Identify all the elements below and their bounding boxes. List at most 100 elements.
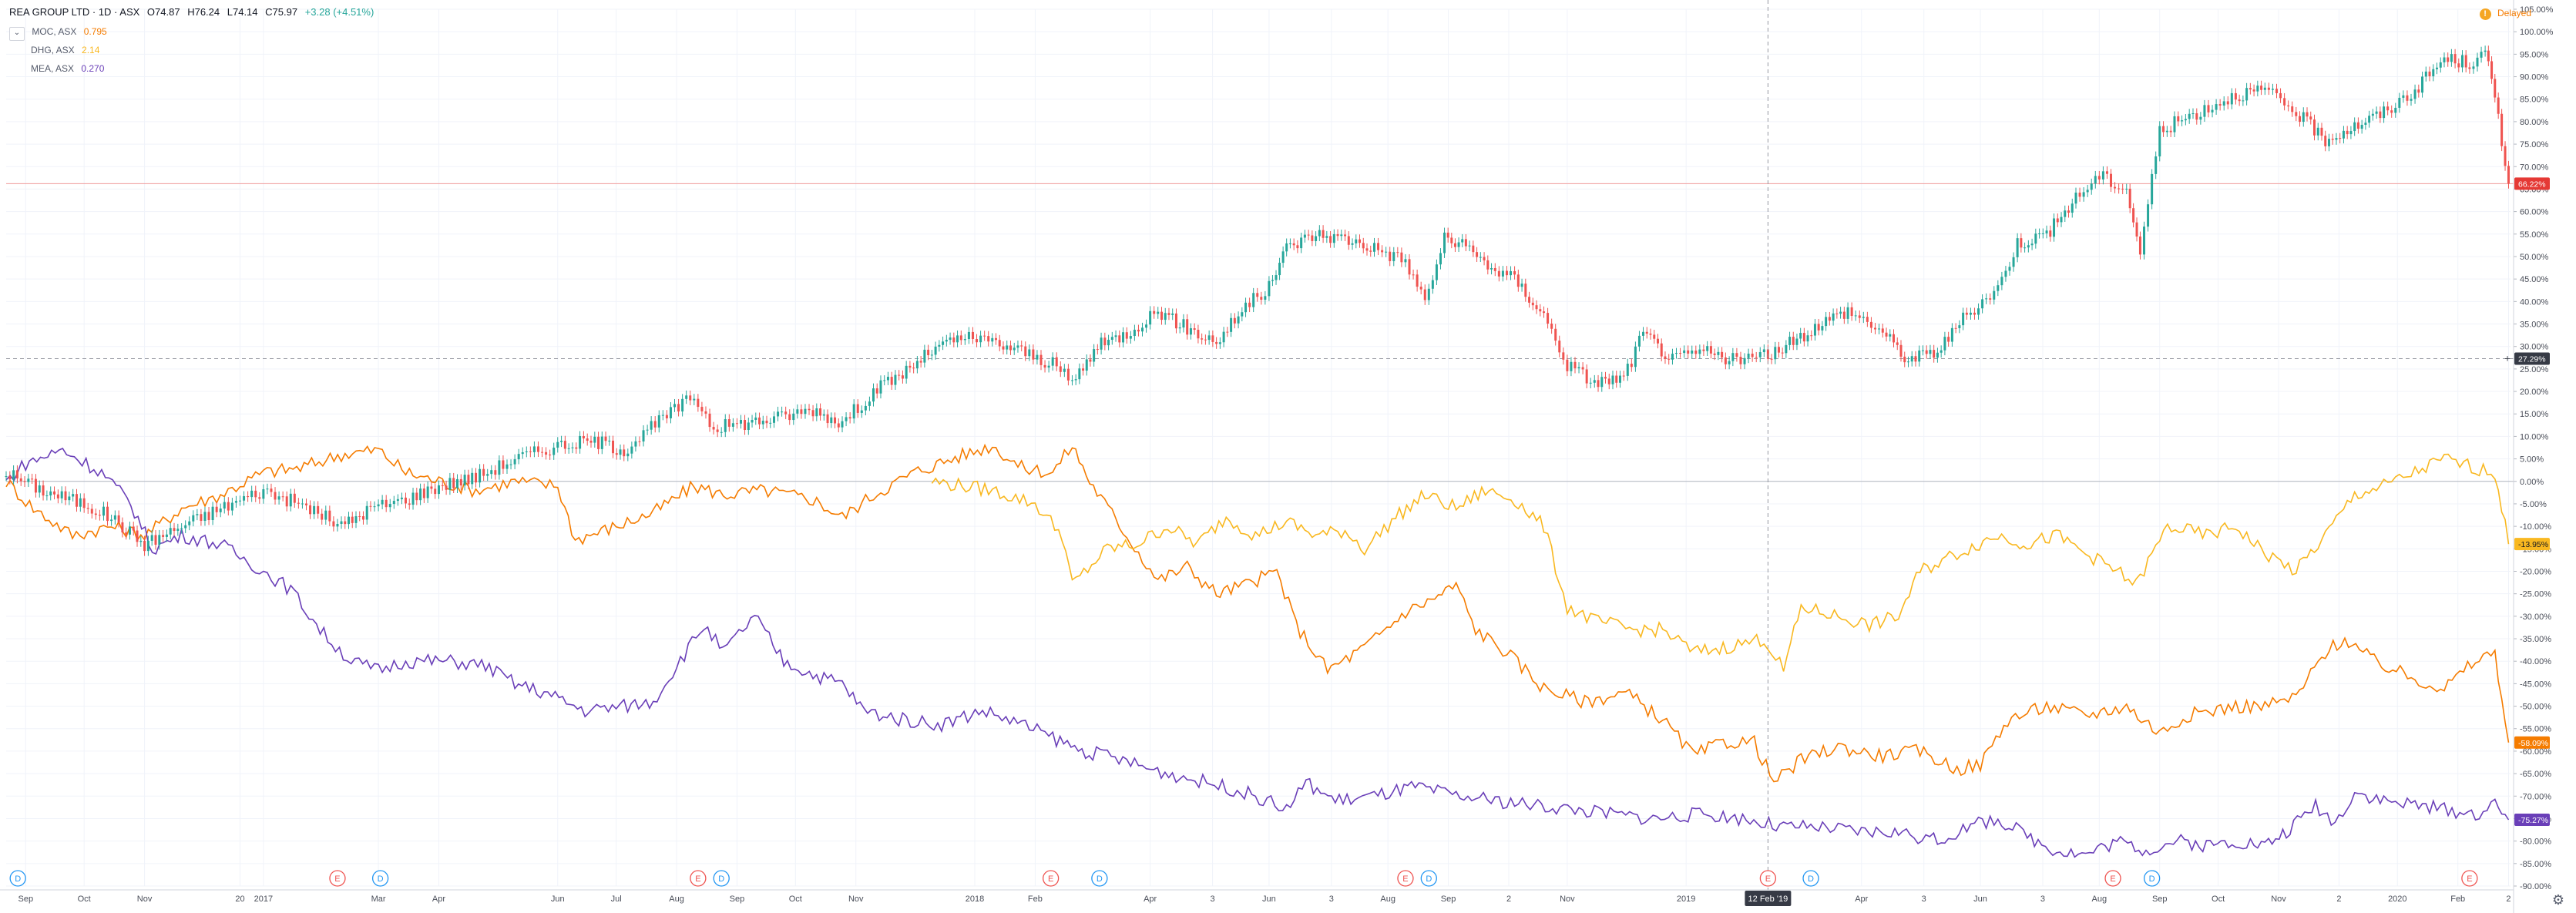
y-axis[interactable]: 105.00% 100.00% 95.00% 90.00% 85.00% 80.00% 75… (2513, 0, 2554, 913)
candle-body (60, 491, 63, 498)
delayed-badge[interactable]: ! Delayed (2479, 8, 2531, 20)
legend-header[interactable]: REA GROUP LTD · 1D · ASX O74.87 H76.24 L… (9, 6, 374, 18)
candle-body (1630, 364, 1633, 368)
candle-body (517, 454, 520, 460)
candle-body (1125, 332, 1128, 339)
dividend-marker[interactable] (9, 870, 26, 887)
candle-body (1292, 243, 1295, 246)
candle-body (1653, 334, 1656, 339)
candle-body (819, 408, 822, 416)
earnings-marker[interactable] (2461, 870, 2478, 887)
x-tick-label: Aug (2092, 895, 2107, 904)
earnings-marker[interactable] (1042, 870, 1060, 887)
y-tick-label: -70.00% (2520, 792, 2551, 801)
compare-row-moc[interactable]: ⌄ MOC, ASX 0.795 (9, 26, 107, 41)
candle-body (2215, 104, 2218, 110)
candle-body (1694, 350, 1698, 354)
candle-body (169, 528, 172, 535)
x-tick-label: 2020 (2388, 895, 2406, 904)
candle-body (800, 409, 803, 415)
dividend-marker[interactable] (1091, 870, 1108, 887)
candle-body (2476, 57, 2479, 67)
earnings-marker[interactable] (1397, 870, 1414, 887)
compare-label: MEA, ASX (31, 63, 75, 74)
candle-body (987, 336, 990, 342)
y-tick-label: 25.00% (2520, 365, 2549, 374)
candle-body (2188, 113, 2191, 119)
candle-body (1709, 346, 1712, 354)
earnings-marker[interactable] (2104, 870, 2121, 887)
candle-body (150, 535, 153, 541)
candle-body (1645, 331, 1648, 334)
candle-body (1193, 328, 1196, 331)
candle-body (751, 419, 754, 423)
earnings-marker[interactable] (1759, 870, 1777, 887)
candle-body (2097, 176, 2101, 180)
candle-body (1622, 375, 1625, 377)
compare-row-mea[interactable]: MEA, ASX 0.270 (31, 63, 104, 74)
event-marker-label: D (1097, 874, 1103, 884)
candle-body (2078, 192, 2081, 197)
candle-body (2386, 106, 2390, 111)
candle-body (1268, 280, 1271, 297)
candle-body (38, 485, 41, 493)
candle-body (463, 475, 466, 486)
x-axis[interactable]: Sep Oct Nov 20 2017 Mar Apr Jun Jul Aug Sep Oct Nov 2… (0, 889, 2514, 904)
y-tick-label: 30.00% (2520, 343, 2549, 352)
candle-body (2346, 130, 2349, 135)
candle-body (890, 377, 893, 385)
candle-body (1039, 354, 1043, 365)
candle-body (1093, 349, 1096, 362)
candle-body (2049, 230, 2052, 237)
candle-body (646, 429, 649, 431)
candle-body (1059, 366, 1062, 372)
dividend-marker[interactable] (713, 870, 730, 887)
candle-body (525, 451, 528, 452)
dividend-marker[interactable] (1420, 870, 1437, 887)
candle-body (2110, 173, 2113, 187)
candle-body (173, 528, 176, 532)
candle-body (1735, 353, 1738, 357)
candle-body (1201, 338, 1204, 340)
candle-body (354, 515, 358, 523)
compare-row-dhg[interactable]: DHG, ASX 2.14 (31, 45, 99, 55)
candle-body (1145, 324, 1148, 328)
series-line-mea (5, 447, 2510, 858)
candle-body (1943, 337, 1946, 351)
dividend-marker[interactable] (2143, 870, 2161, 887)
candle-body (219, 509, 222, 512)
candle-body (589, 441, 593, 443)
candle-body (2218, 104, 2222, 106)
candle-body (2490, 61, 2494, 79)
candle-body (834, 417, 837, 424)
dividend-marker[interactable] (371, 870, 389, 887)
collapse-legend-button[interactable]: ⌄ (9, 27, 25, 41)
candle-body (2480, 52, 2483, 58)
candle-body (184, 525, 187, 529)
gear-icon[interactable]: ⚙ (2551, 892, 2565, 908)
candle-body (983, 335, 986, 337)
earnings-marker[interactable] (690, 870, 707, 887)
plus-icon[interactable]: + (2504, 353, 2511, 364)
candle-body (2199, 116, 2202, 120)
candle-body (720, 431, 723, 433)
x-tick-label: 2 (2336, 895, 2341, 904)
y-tick-label: 105.00% (2520, 5, 2554, 15)
y-tick-label: 0.00% (2520, 478, 2544, 487)
candle-body (1278, 263, 1281, 276)
dividend-marker[interactable] (1802, 870, 1819, 887)
candle-body (313, 505, 316, 515)
candle-body (486, 474, 489, 476)
candle-body (385, 499, 388, 508)
y-tick-label: -80.00% (2520, 837, 2551, 847)
candle-body (529, 451, 532, 452)
y-tick-label: -35.00% (2520, 635, 2551, 644)
candle-body (2500, 113, 2504, 146)
candle-body (2249, 88, 2252, 90)
candle-body (19, 478, 22, 482)
earnings-marker[interactable] (329, 870, 346, 887)
candle-body (2071, 203, 2074, 213)
candle-body (2324, 136, 2327, 146)
